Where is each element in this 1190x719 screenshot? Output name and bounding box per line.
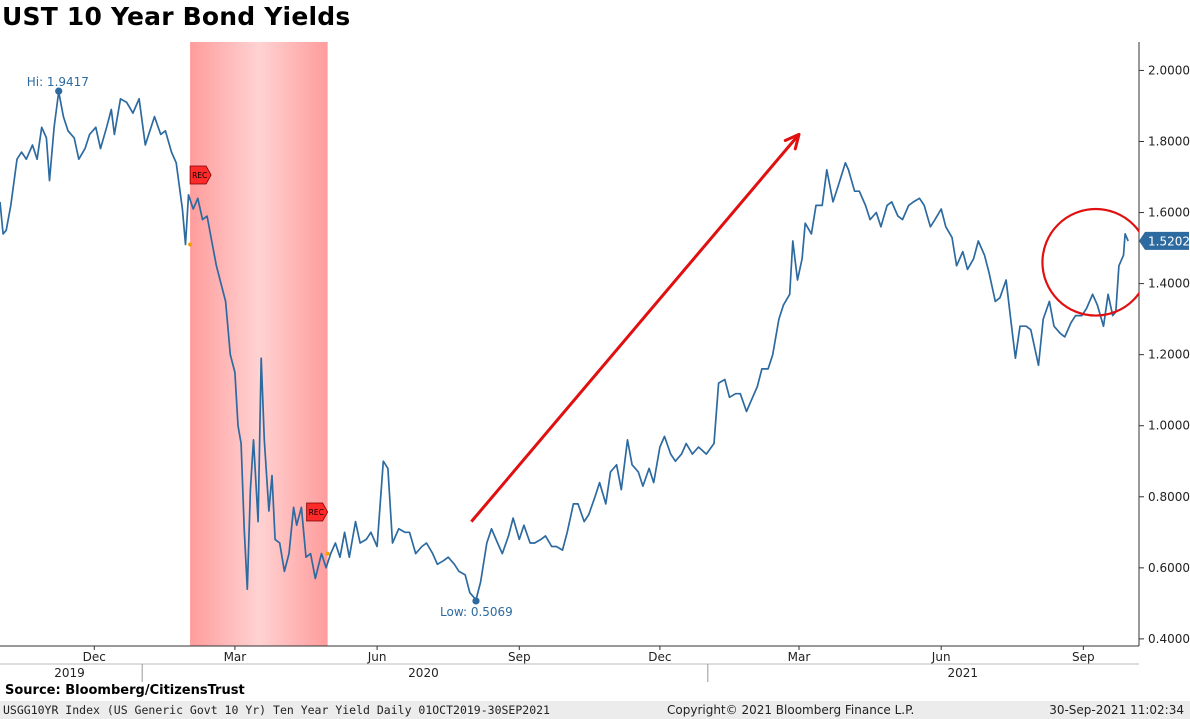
footer-timestamp: 30-Sep-2021 11:02:34: [1049, 703, 1184, 717]
x-tick-label: Jun: [931, 650, 951, 664]
x-year-label: 2021: [948, 666, 979, 680]
rec-end-point: [325, 551, 330, 556]
high-label: Hi: 1.9417: [27, 75, 89, 89]
rec-tag-shape: [189, 165, 212, 185]
x-year-label: 2020: [408, 666, 439, 680]
x-tick-label: Jun: [367, 650, 387, 664]
x-tick-label: Mar: [224, 650, 247, 664]
rec-tag-shape: [306, 502, 329, 522]
highlight-circle: [1041, 207, 1139, 317]
y-tick-label: 1.6000: [1148, 206, 1190, 220]
x-tick-label: Dec: [83, 650, 106, 664]
trend-arrow-shaft: [470, 133, 801, 523]
yield-series: [0, 90, 1129, 601]
rec-tag-label: REC: [309, 508, 324, 517]
rec-start-point: [188, 242, 193, 247]
last-value-tag: [1139, 231, 1189, 250]
last-value-label: 1.5202: [1148, 234, 1190, 248]
y-tick-label: 0.6000: [1148, 561, 1190, 575]
y-tick-label: 2.0000: [1148, 63, 1190, 77]
high-marker: [55, 87, 63, 95]
x-axis-ticks: Dec Mar Jun Sep Dec Mar Jun Sep 2019 2020 2021: [54, 646, 1095, 682]
y-tick-label: 1.4000: [1148, 277, 1190, 291]
y-tick-label: 1.0000: [1148, 419, 1190, 433]
source-note: Source: Bloomberg/CitizensTrust: [5, 683, 245, 698]
footer-copyright: Copyright© 2021 Bloomberg Finance L.P.: [667, 703, 915, 717]
x-tick-label: Sep: [508, 650, 531, 664]
rec-tag-label: REC: [192, 171, 207, 180]
annotations: Hi: 1.9417 Low: 0.5069 REC REC 1.5202: [27, 75, 1190, 619]
low-label: Low: 0.5069: [440, 605, 513, 619]
x-tick-label: Dec: [648, 650, 671, 664]
yield-line: [0, 90, 1129, 601]
y-tick-label: 0.8000: [1148, 490, 1190, 504]
footer-bar: USGG10YR Index (US Generic Govt 10 Yr) T…: [0, 701, 1190, 719]
axes: [0, 42, 1140, 665]
x-tick-label: Mar: [788, 650, 811, 664]
footer-index-description: USGG10YR Index (US Generic Govt 10 Yr) T…: [3, 703, 550, 717]
low-marker: [472, 597, 480, 605]
trend-arrow-head: [783, 132, 801, 151]
rec-tag: REC: [306, 502, 329, 522]
rec-tag: REC: [189, 165, 212, 185]
y-tick-label: 1.2000: [1148, 348, 1190, 362]
y-tick-label: 1.8000: [1148, 134, 1190, 148]
y-axis-ticks: 0.4000 0.6000 0.8000 1.0000 1.2000 1.4000 1.60…: [1139, 63, 1190, 646]
x-year-label: 2019: [54, 666, 85, 680]
x-tick-label: Sep: [1072, 650, 1095, 664]
y-tick-label: 0.4000: [1148, 632, 1190, 646]
chart-title: UST 10 Year Bond Yields: [2, 2, 351, 31]
